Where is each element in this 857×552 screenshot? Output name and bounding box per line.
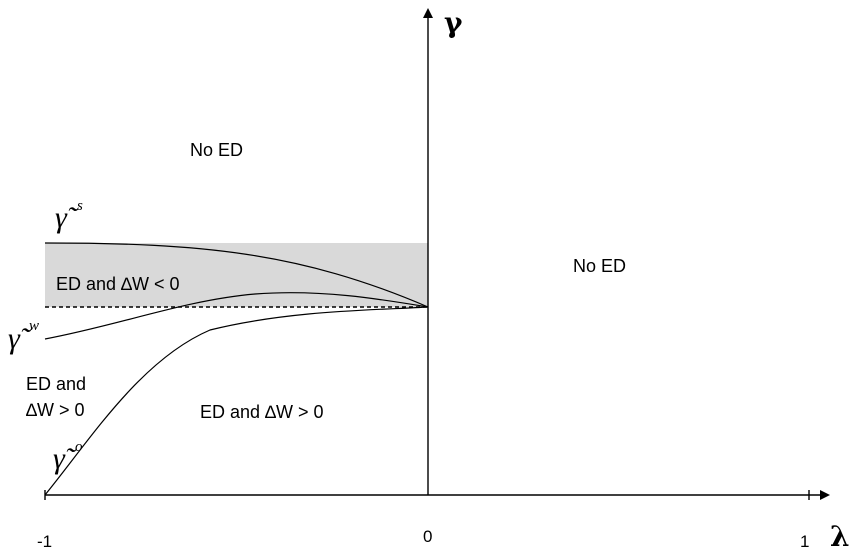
x-axis-label: λ (830, 520, 850, 552)
region-label-upper-left: No ED (190, 140, 243, 160)
y-axis-label: γ (444, 6, 463, 39)
region-label-shaded: ED and ∆W < 0 (56, 274, 180, 294)
gamma-w-superscript: w (29, 318, 39, 334)
x-tick-label-one: 1 (800, 532, 809, 551)
gamma-o-curve (44, 306, 429, 496)
gamma-s-curve (44, 242, 429, 308)
region-label-lower-left-line2: ∆W > 0 (26, 400, 85, 420)
x-tick-label-zero: 0 (423, 527, 432, 546)
region-label-lower-middle: ED and ∆W > 0 (200, 402, 324, 422)
region-label-right: No ED (573, 256, 626, 276)
region-label-lower-left-line1: ED and (26, 374, 86, 394)
gamma-s-label: γ̃ (55, 201, 79, 234)
gamma-s-superscript: s (77, 198, 83, 214)
gamma-o-superscript: o (75, 439, 83, 455)
gamma-w-curve (44, 292, 429, 340)
x-tick-label-minus-one: -1 (37, 532, 52, 551)
